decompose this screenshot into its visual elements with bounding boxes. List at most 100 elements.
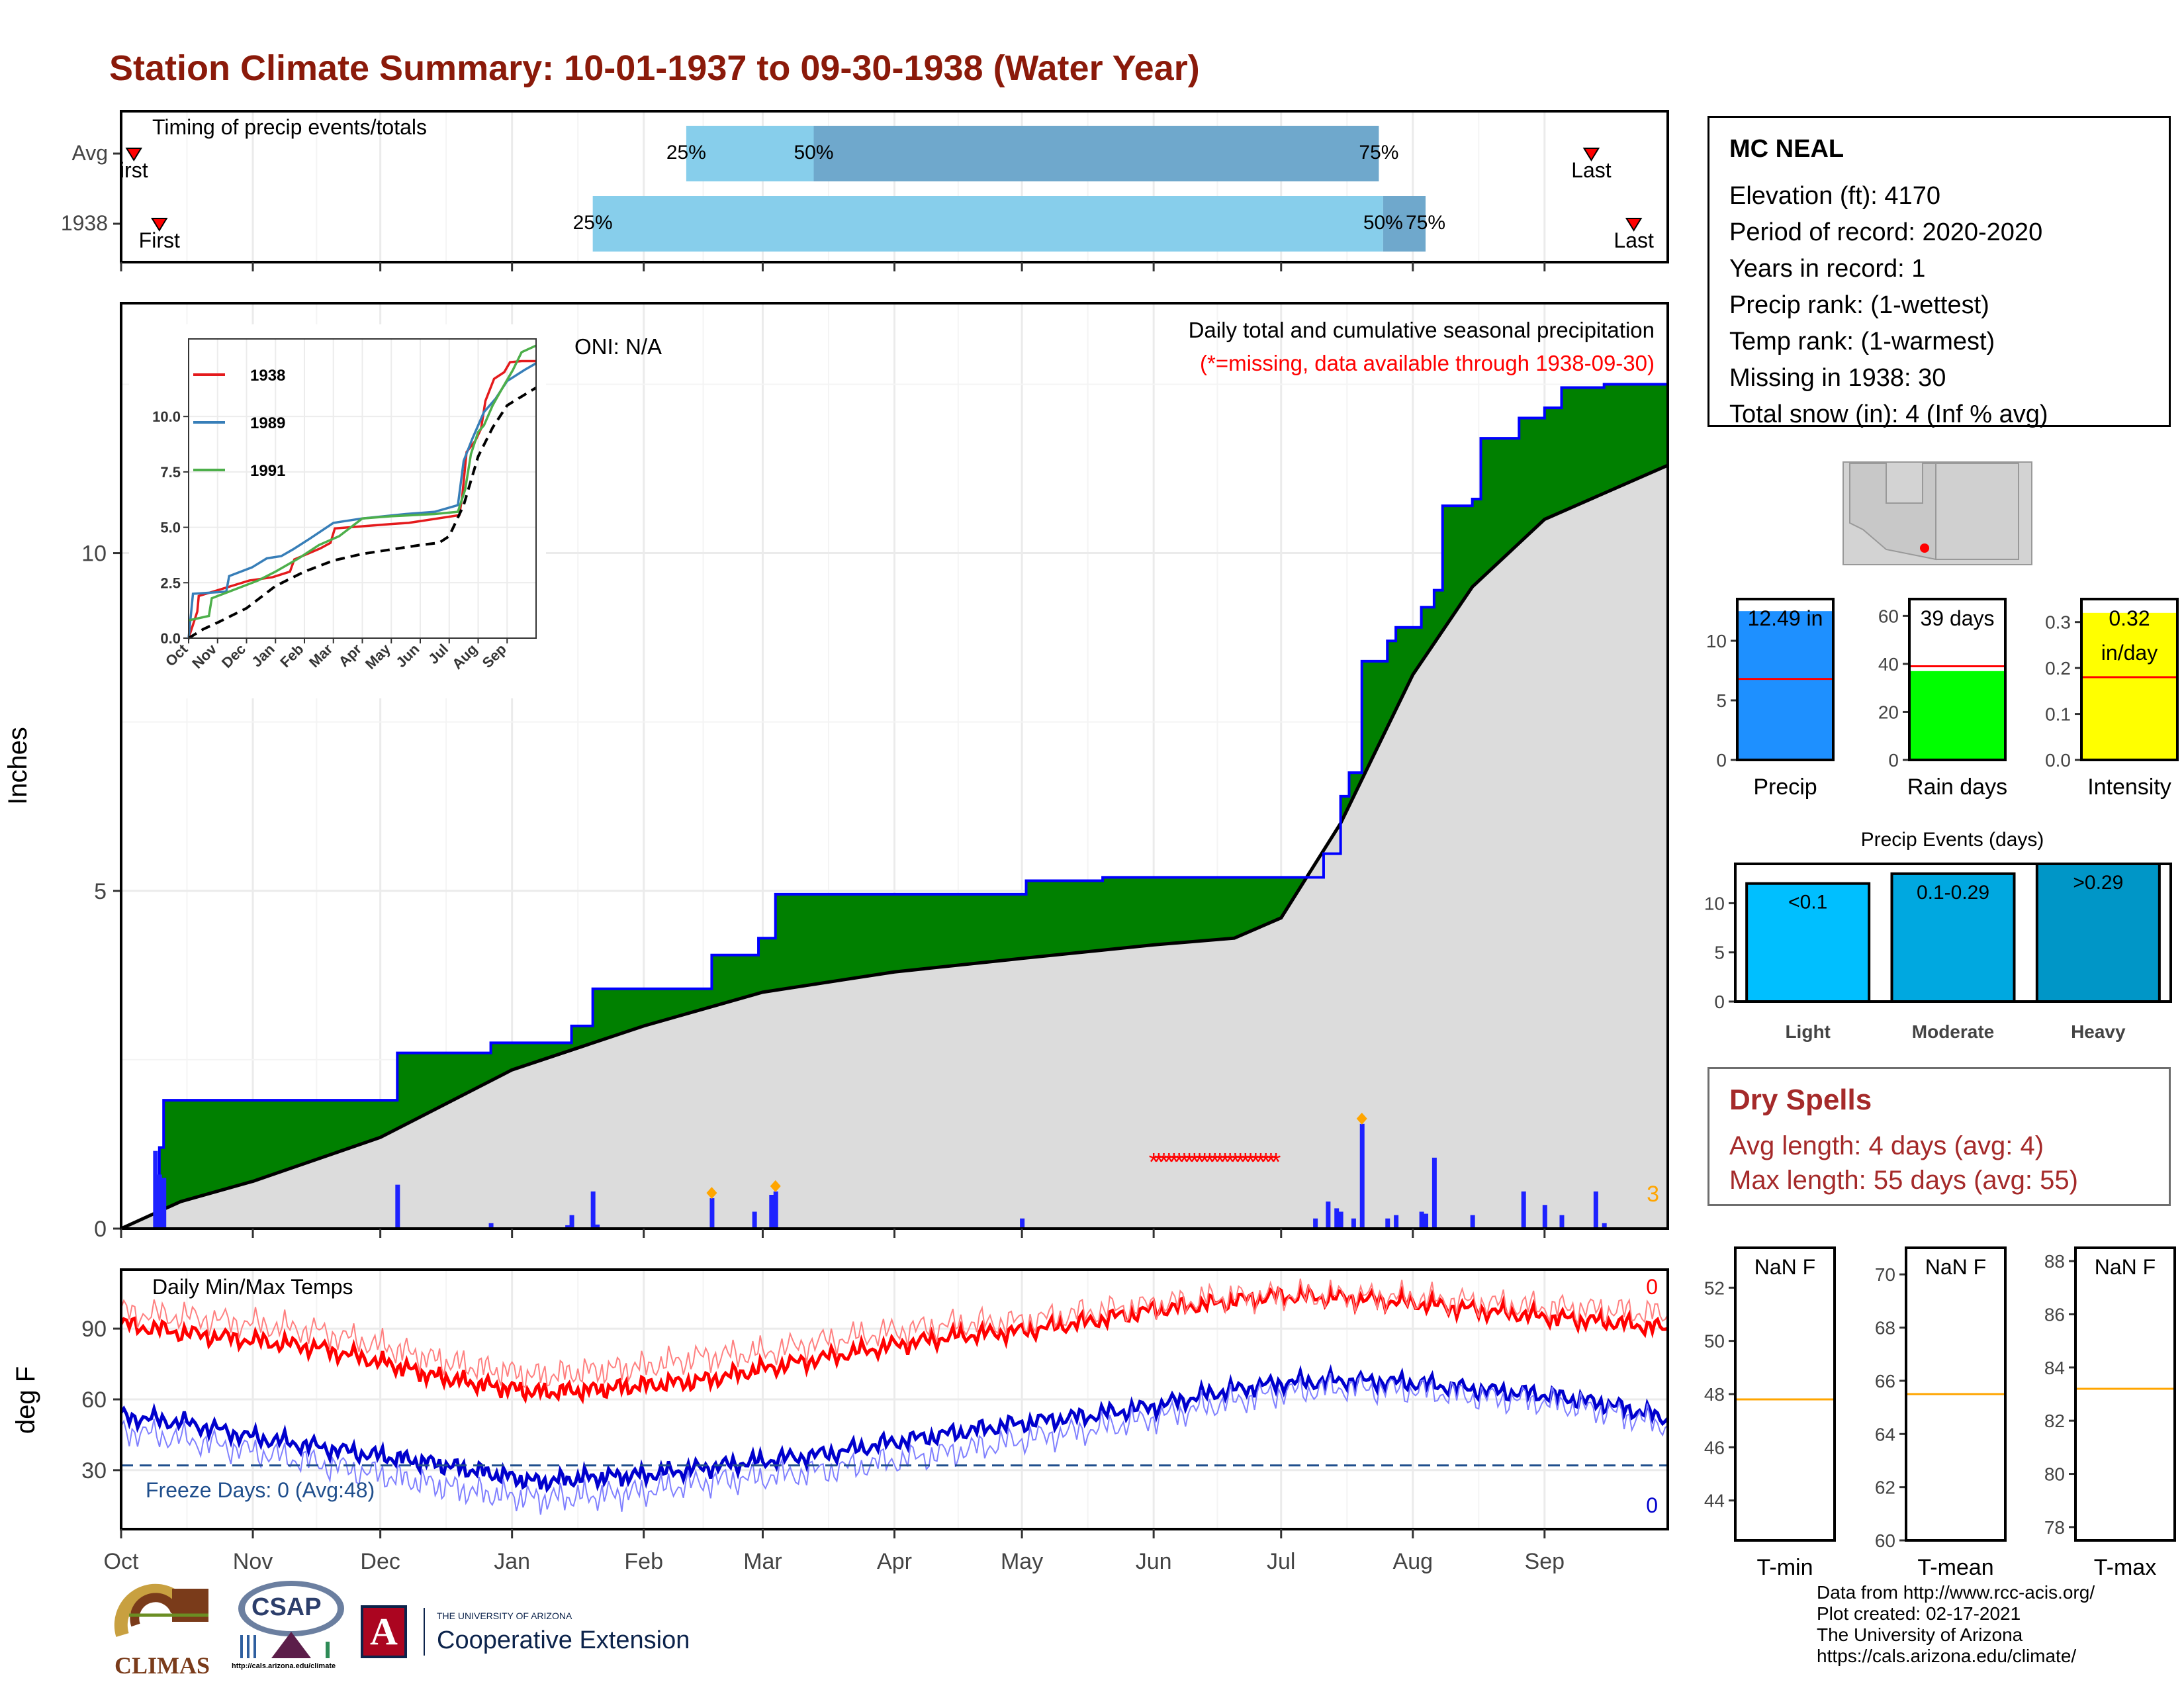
t-max-value-label: NaN F [2095,1255,2156,1279]
missing-data-marker: * [1230,1149,1240,1176]
climas-logo: CLIMAS [109,1575,215,1679]
intensity-ytick-label: 0.1 [2045,704,2071,725]
daily-precip-bar [1334,1208,1340,1229]
daily-precip-bar [157,1174,162,1229]
daily-precip-bar [1313,1218,1318,1229]
missing-data-marker: * [1159,1149,1169,1176]
timing-row-label: Avg [71,141,108,165]
daily-precip-bar [569,1215,574,1229]
timing-iqr-high [1383,196,1426,252]
timing-q75-label: 75% [1406,212,1445,234]
missing-data-marker: * [1261,1149,1271,1176]
inset-series-line [187,386,537,639]
t-max-xlabel: T-max [2094,1555,2156,1580]
precip-event-bar [2035,863,2161,1003]
precip-events-title: Precip Events (days) [1861,829,2044,851]
precip-event-bar-label: 0.1-0.29 [1917,882,1989,904]
cumulative-precip-line [121,383,1668,1230]
month-axis-label: Dec [360,1549,400,1574]
daily-precip-bar [590,1191,596,1229]
month-axis-label: Nov [233,1549,273,1574]
dry-spells-title: Dry Spells [1729,1084,1872,1116]
missing-data-marker: * [1169,1149,1179,1176]
dry-spells-avg: Avg length: 4 days (avg: 4) [1729,1131,2044,1160]
t-min-ytick-label: 48 [1704,1384,1725,1405]
missing-data-marker: * [1236,1149,1246,1176]
t-mean-ytick-label: 62 [1875,1477,1895,1498]
precip-panel-title: Daily total and cumulative seasonal prec… [1189,318,1655,342]
temps-panel-title: Daily Min/Max Temps [152,1275,353,1299]
t-mean-frame [1905,1246,2007,1542]
timing-iqr-low [592,196,1383,252]
month-axis-label: Jul [1267,1549,1295,1574]
climas-text: CLIMAS [114,1652,210,1679]
last-event-marker [1625,218,1643,232]
rain-days-ytick-label: 40 [1878,654,1899,675]
daily-precip-bar [595,1224,600,1229]
footer-line: Plot created: 02-17-2021 [1817,1603,2021,1624]
precip-event-category: Heavy [2071,1021,2126,1042]
footer-line: The University of Arizona [1817,1624,2023,1645]
timing-q25-label: 25% [666,142,706,164]
t-max-ytick-label: 78 [2044,1517,2065,1538]
daily-precip-bar [1351,1218,1356,1229]
temperature-series-line [120,1278,1668,1389]
inset-legend-label: 1938 [250,367,285,385]
inset-legend-label: 1989 [250,414,285,432]
intensity-frame [2080,598,2179,761]
inset-legend-label: 1991 [250,462,285,480]
missing-data-marker: * [1246,1149,1255,1176]
missing-data-marker: * [1215,1149,1225,1176]
precip-event-bar [1890,872,2016,1004]
inset-ytick-label: 7.5 [160,464,181,481]
freeze-days-label: Freeze Days: 0 (Avg:48) [146,1478,375,1502]
timing-iqr-high [813,126,1379,181]
daily-precip-bar [1385,1218,1390,1229]
timing-q50-label: 50% [1363,212,1403,234]
month-axis-label: Mar [743,1549,782,1574]
intensity-ytick-label: 0.0 [2045,750,2071,771]
timing-q50-label: 50% [794,142,833,164]
temperature-series-line [120,1372,1668,1515]
rain-days-xlabel: Rain days [1907,774,2007,800]
page-title: Station Climate Summary: 10-01-1937 to 0… [109,48,1200,88]
inset-ytick-label: 0.0 [160,630,181,647]
t-mean-ytick-label: 60 [1875,1530,1895,1551]
daily-precip-bar [1602,1223,1607,1229]
rain-days-ytick-label: 60 [1878,606,1899,626]
average-precip-line [120,463,1669,1231]
daily-precip-bar [1432,1157,1437,1229]
t-min-ytick-label: 44 [1704,1491,1725,1511]
precip-total-ytick-label: 0 [1716,750,1727,771]
missing-data-marker: * [1266,1149,1276,1176]
precip-ytick-label: 10 [81,541,107,567]
t-mean-ytick-label: 66 [1875,1371,1895,1391]
daily-precip-bar [1424,1213,1429,1229]
oni-label: ONI: N/A [574,334,662,359]
info-missing: Missing in 1938: 30 [1729,364,1946,392]
timing-iqr-low [686,126,814,181]
ua-logo-icon: A [361,1605,407,1658]
rain-days-ytick-label: 20 [1878,702,1899,722]
timing-q75-label: 75% [1359,142,1398,164]
rain-days-frame [1908,598,2007,761]
temps-ylabel: deg F [11,1366,40,1434]
t-mean-xlabel: T-mean [1917,1555,1993,1580]
daily-precip-bar [1542,1205,1547,1229]
inset-ytick-label: 5.0 [160,520,181,536]
missing-data-marker: * [1149,1149,1159,1176]
inset-ytick-label: 2.5 [160,575,181,591]
intensity-value-label: 0.32 [2109,606,2150,630]
footer-line: Data from http://www.rcc-acis.org/ [1817,1582,2095,1603]
csap-text: CSAP [251,1593,322,1621]
missing-data-marker: * [1225,1149,1235,1176]
t-min-ytick-label: 50 [1704,1331,1725,1352]
precip-total-ytick-label: 5 [1716,690,1727,711]
precip-total-value-label: 12.49 in [1748,606,1823,630]
t-mean-ytick-label: 68 [1875,1318,1895,1338]
timing-row-label: 1938 [61,211,108,235]
precip-total-ytick-label: 10 [1706,631,1727,651]
locator-state-newmexico [1935,463,2019,560]
daily-precip-bar [709,1198,715,1229]
csap-logo: CSAP http://cals.arizona.edu/climate [232,1579,351,1678]
